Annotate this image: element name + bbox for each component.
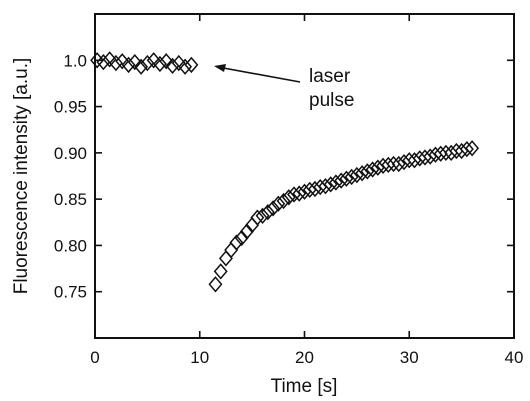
x-tick-label: 0 [90, 348, 99, 367]
x-tick-label: 20 [295, 348, 314, 367]
data-point [323, 176, 338, 193]
y-tick-label: 0.85 [54, 190, 87, 209]
data-point [239, 223, 254, 240]
data-point [255, 207, 270, 224]
data-point [292, 185, 307, 202]
data-point [152, 55, 167, 73]
y-tick-label: 0.95 [54, 98, 87, 117]
y-tick-label: 1.0 [63, 51, 87, 70]
data-point [96, 53, 111, 71]
data-point [344, 168, 359, 186]
data-point [433, 145, 448, 162]
y-axis-title: Fluorescence intensity [a.u.] [11, 58, 32, 295]
data-point [355, 165, 370, 182]
data-point [171, 54, 186, 72]
data-point [213, 263, 228, 280]
x-tick-label: 30 [400, 348, 419, 367]
data-point [121, 56, 136, 74]
data-point [208, 276, 223, 293]
data-point [250, 209, 265, 226]
data-point [115, 53, 130, 70]
data-point [234, 229, 249, 247]
data-point [108, 54, 123, 72]
data-point [334, 172, 349, 189]
data-point [281, 189, 296, 206]
data-point [229, 234, 244, 251]
data-point [260, 203, 275, 221]
annotation-line2: pulse [309, 90, 354, 111]
data-point [146, 52, 161, 69]
annotation-arrow [217, 66, 301, 83]
data-point [459, 141, 474, 158]
data-point [318, 178, 333, 195]
data-point [339, 170, 354, 187]
annotation-line1: laser [309, 66, 351, 87]
x-axis-title: Time [s] [271, 376, 338, 397]
data-point [266, 200, 281, 217]
data-point [102, 51, 117, 68]
data-point [276, 192, 291, 210]
x-tick-label: 40 [505, 348, 524, 367]
data-point [134, 58, 149, 75]
data-point [184, 56, 199, 74]
data-point [271, 195, 286, 212]
data-point [360, 163, 375, 180]
annotation-arrow-head [214, 64, 226, 72]
y-tick-label: 0.80 [54, 236, 87, 255]
data-point [165, 57, 180, 74]
data-point [218, 250, 233, 267]
y-tick-label: 0.75 [54, 283, 87, 302]
data-point [224, 241, 239, 259]
data-point [391, 155, 406, 173]
data-point [465, 140, 480, 157]
data-point [127, 53, 142, 71]
data-point [349, 166, 364, 184]
x-tick-label: 10 [190, 348, 209, 367]
data-point [140, 54, 155, 72]
data-point [178, 58, 193, 75]
data-point [159, 53, 174, 70]
y-tick-label: 0.90 [54, 144, 87, 163]
data-point [328, 174, 343, 191]
data-point [381, 156, 396, 174]
data-point [365, 161, 380, 178]
